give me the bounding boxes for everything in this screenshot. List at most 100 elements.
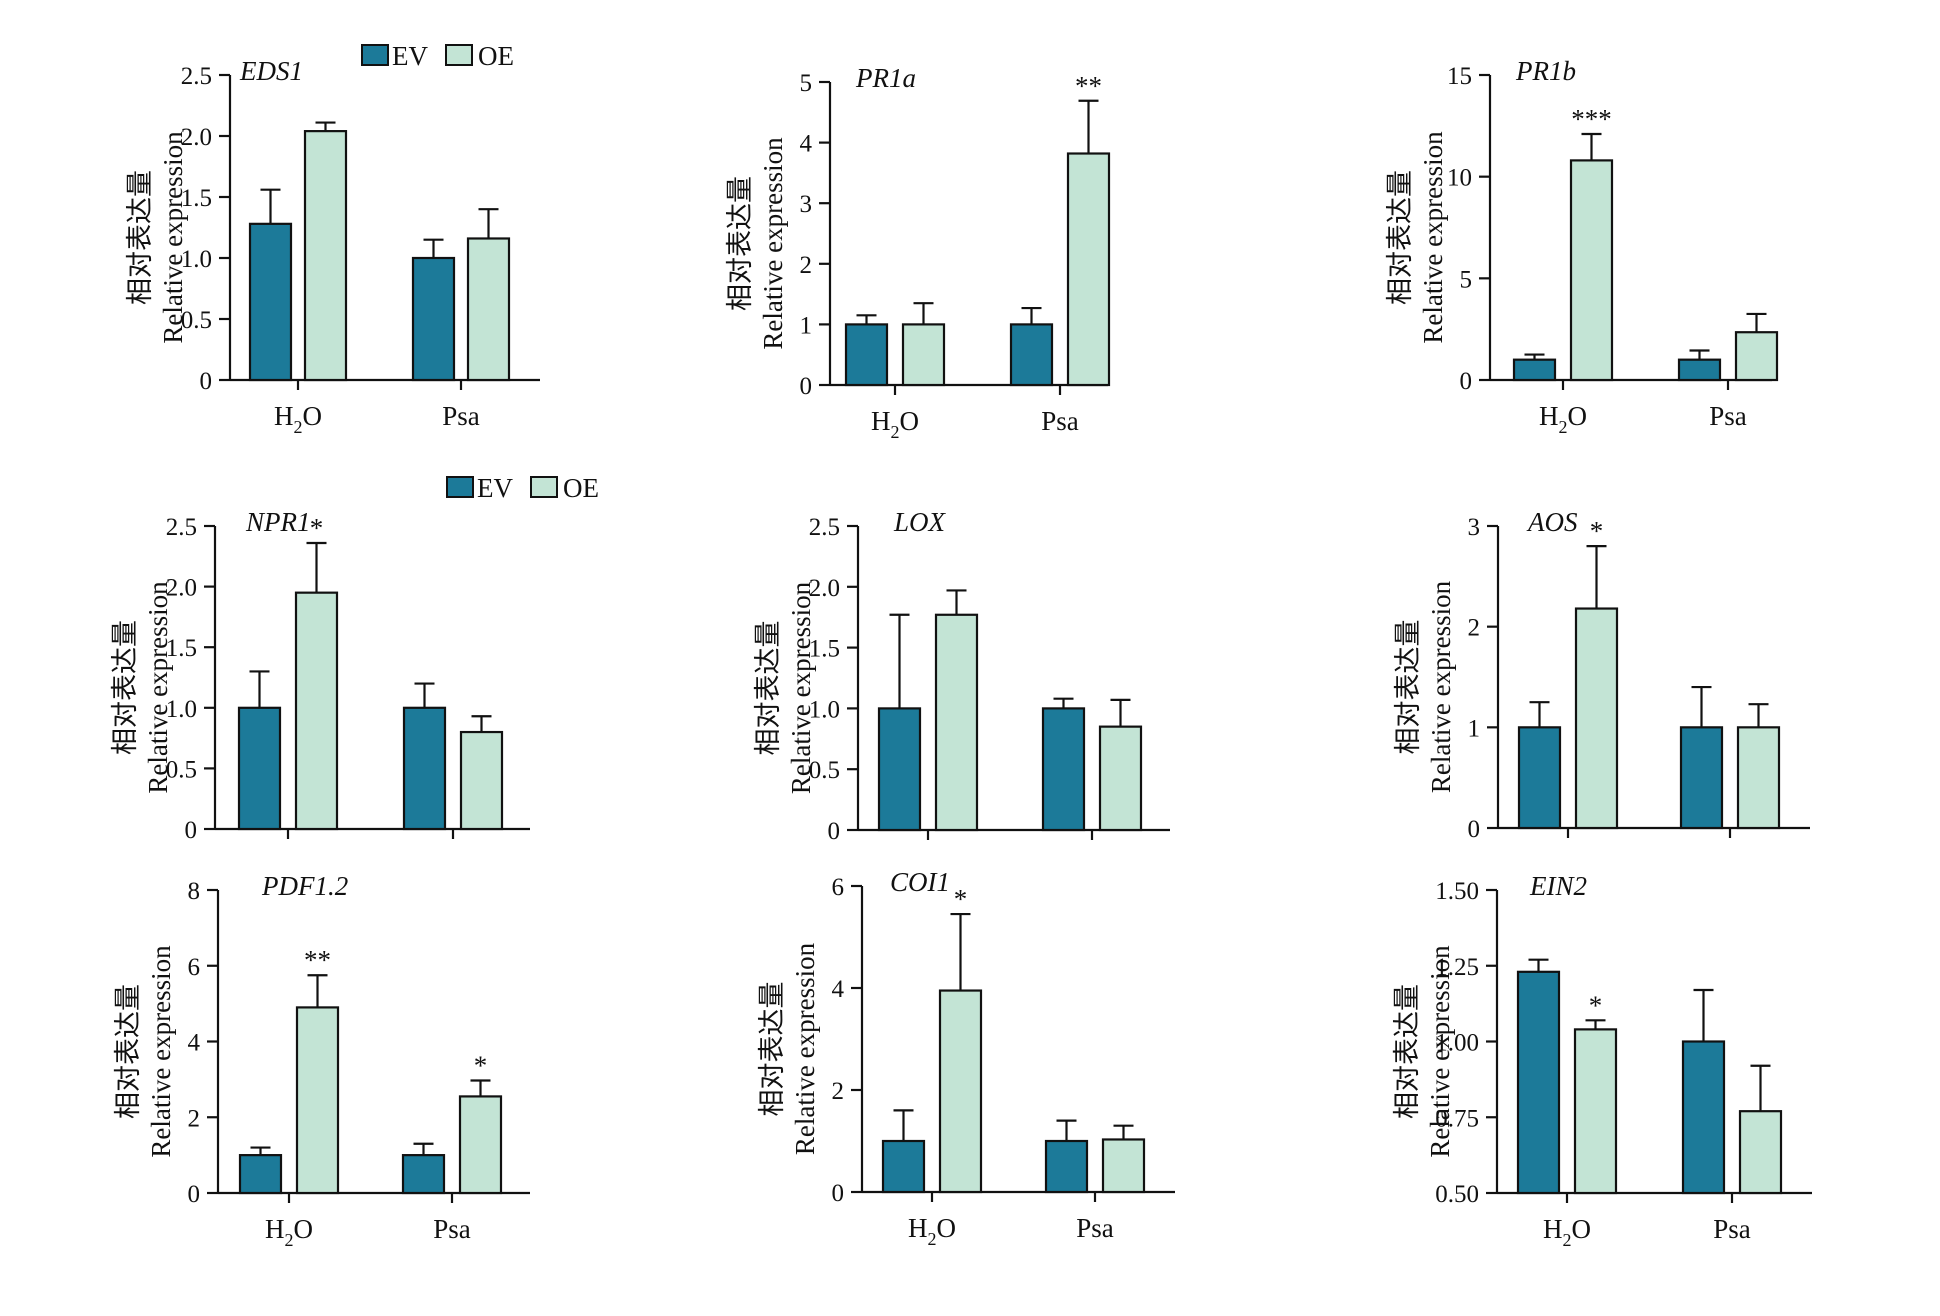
y-tick-label: 2: [188, 1105, 201, 1132]
bar-ev-h2o: [877, 707, 922, 832]
bar-oe-psa: [466, 237, 511, 382]
y-axis-label-cn: 相对表达量: [110, 620, 140, 755]
bar-oe-h2o: [901, 323, 946, 387]
y-axis-label-en: Relative expression: [1426, 580, 1456, 793]
chart-panel-pr1a: 0 1 2 3 4 5 相对表达量 Relative expression PR1a ** H2O P…: [725, 63, 1111, 442]
bar-ev-h2o: [238, 1154, 283, 1195]
y-tick-label: 1.0: [166, 696, 197, 723]
y-tick-label: 1: [1468, 715, 1481, 742]
bar-ev-psa: [1041, 707, 1086, 832]
significance-marker: *: [954, 884, 968, 914]
significance-marker: *: [1589, 990, 1603, 1020]
y-axis-label-cn: 相对表达量: [1393, 620, 1423, 755]
bar-oe-h2o: [1573, 1028, 1618, 1195]
legend: EV OE: [446, 473, 599, 503]
category-label: H2O: [274, 401, 322, 437]
bar-ev-h2o: [1516, 970, 1561, 1195]
bar-oe-psa: [458, 1095, 503, 1195]
chart-panel-aos: 0 1 2 3 相对表达量 Relative expression AOS *: [1393, 507, 1810, 843]
legend-label-ev: EV: [477, 473, 513, 503]
y-tick-label: 4: [800, 131, 813, 158]
category-label: Psa: [1713, 1214, 1751, 1244]
bar-ev-h2o: [844, 323, 889, 387]
bar-ev-psa: [1009, 323, 1054, 387]
y-tick-label: 1.0: [181, 246, 212, 273]
legend-swatch-oe: [530, 476, 558, 498]
category-label: H2O: [265, 1214, 313, 1250]
y-tick-label: 10: [1447, 165, 1472, 192]
y-tick-label: 0: [185, 817, 198, 844]
gene-title: EDS1: [239, 56, 303, 86]
legend-swatch-ev: [446, 476, 474, 498]
chart-panel-lox: 0 0.5 1.0 1.5 2.0 2.5 相对表达量 Relative expression…: [753, 507, 1170, 845]
significance-marker: *: [310, 513, 324, 543]
y-tick-label: 2.5: [181, 63, 212, 90]
y-tick-label: 0: [832, 1180, 845, 1207]
gene-title: COI1: [890, 867, 950, 897]
bar-ev-h2o: [1517, 726, 1562, 830]
significance-marker: **: [304, 945, 331, 975]
y-tick-label: 1.5: [166, 635, 197, 662]
y-tick-label: 6: [188, 954, 201, 981]
y-tick-label: 0: [1460, 368, 1473, 395]
legend-label-ev: EV: [392, 41, 428, 71]
category-label: H2O: [1539, 401, 1587, 437]
bar-oe-psa: [1734, 331, 1779, 382]
bar-ev-h2o: [881, 1139, 926, 1194]
y-axis-label-cn: 相对表达量: [725, 176, 755, 311]
y-tick-label: 3: [1468, 514, 1481, 541]
y-tick-label: 2: [1468, 615, 1481, 642]
y-axis-label-en: Relative expression: [786, 581, 816, 794]
y-tick-label: 0: [828, 818, 841, 845]
bar-ev-psa: [1677, 358, 1722, 382]
significance-marker: **: [1075, 71, 1102, 101]
bar-oe-h2o: [1574, 607, 1619, 830]
y-tick-label: 2.0: [166, 575, 197, 602]
legend-swatch-ev: [361, 44, 389, 66]
category-label: H2O: [1543, 1214, 1591, 1250]
y-tick-label: 1: [800, 312, 813, 339]
y-tick-label: 1.0: [809, 696, 840, 723]
bar-ev-psa: [411, 256, 456, 382]
bar-ev-psa: [401, 1154, 446, 1195]
category-label: Psa: [1076, 1213, 1114, 1243]
gene-title: EIN2: [1529, 871, 1587, 901]
category-label: Psa: [442, 401, 480, 431]
chart-panel-eds1: 0 0.5 1.0 1.5 2.0 2.5 相对表达量 Relative expression…: [125, 41, 540, 437]
y-tick-label: 2.0: [809, 575, 840, 602]
legend-label-oe: OE: [563, 473, 599, 503]
y-tick-label: 1.50: [1435, 878, 1479, 905]
gene-title: PR1b: [1515, 56, 1576, 86]
y-tick-label: 0.50: [1435, 1181, 1479, 1208]
bar-oe-h2o: [303, 130, 348, 382]
category-label: Psa: [433, 1214, 471, 1244]
bar-oe-h2o: [934, 613, 979, 832]
y-tick-label: 2.5: [809, 514, 840, 541]
y-tick-label: 5: [1460, 266, 1473, 293]
y-axis-label-cn: 相对表达量: [757, 982, 787, 1117]
chart-panel-npr1: 0 0.5 1.0 1.5 2.0 2.5 相对表达量 Relative expression…: [110, 473, 599, 844]
bar-ev-psa: [1681, 1040, 1726, 1195]
y-tick-label: 0: [1468, 816, 1481, 843]
category-label: Psa: [1709, 401, 1747, 431]
bar-ev-h2o: [1512, 358, 1557, 382]
bar-oe-psa: [459, 730, 504, 831]
y-tick-label: 15: [1447, 63, 1472, 90]
category-label: H2O: [871, 406, 919, 442]
y-axis-label-en: Relative expression: [158, 131, 188, 344]
bar-ev-psa: [402, 706, 447, 831]
legend: EV OE: [361, 41, 514, 71]
y-axis-label-cn: 相对表达量: [1385, 170, 1415, 305]
y-tick-label: 2: [800, 252, 813, 279]
y-tick-label: 4: [832, 976, 845, 1003]
y-tick-label: 1.5: [181, 185, 212, 212]
y-tick-label: 0.5: [166, 756, 197, 783]
bar-oe-psa: [1066, 152, 1111, 387]
significance-marker: ***: [1571, 104, 1612, 134]
bar-oe-h2o: [294, 591, 339, 831]
y-tick-label: 0.5: [181, 307, 212, 334]
chart-panel-ein2: 0.50 0.75 1.00 1.25 1.50 相对表达量 Relative expres…: [1392, 871, 1812, 1250]
bar-ev-h2o: [237, 706, 282, 831]
